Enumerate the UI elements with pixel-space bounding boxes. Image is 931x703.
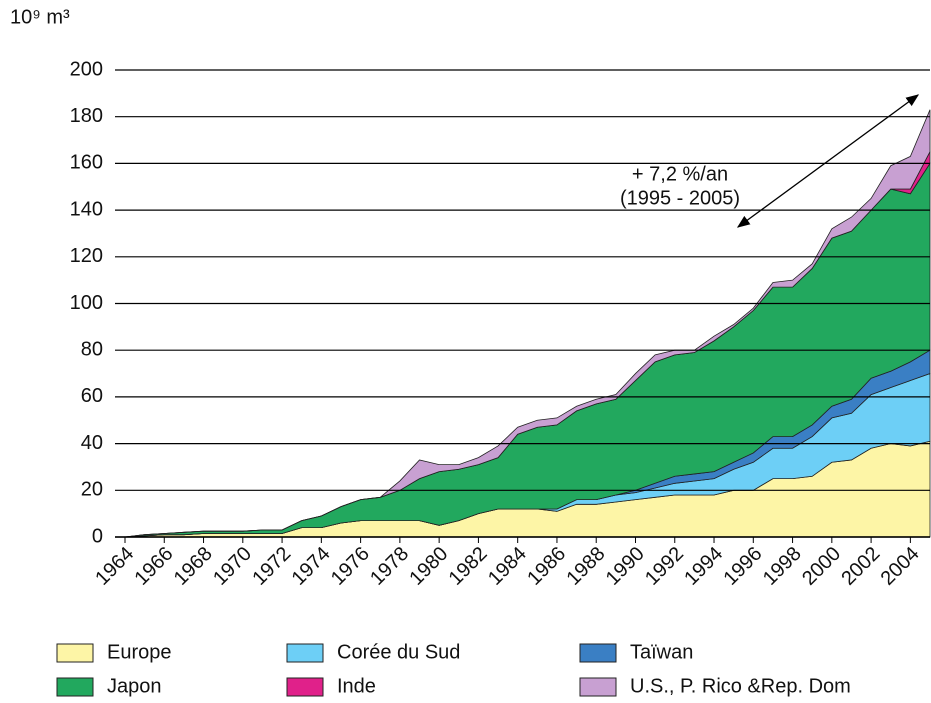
area [124, 109, 931, 538]
x-tick-label: 1994 [680, 543, 727, 590]
x-tick-label: 1966 [131, 543, 178, 590]
y-tick-label: 80 [81, 338, 103, 360]
legend-swatch [579, 677, 617, 697]
legend-label: U.S., P. Rico &Rep. Dom [630, 675, 851, 697]
y-axis-label: 10⁹ m³ [10, 6, 70, 28]
x-tick-label: 1990 [602, 543, 649, 590]
x-tick-label: 1972 [248, 543, 295, 590]
legend-label: Corée du Sud [337, 641, 460, 663]
legend-label: Inde [337, 675, 376, 697]
annotation: (1995 - 2005) [620, 187, 740, 209]
y-tick-label: 60 [81, 385, 103, 407]
y-tick-label: 40 [81, 432, 103, 454]
legend-label: Taïwan [630, 641, 693, 663]
legend-swatch [56, 677, 94, 697]
x-tick-label: 1964 [91, 543, 138, 590]
x-tick-label: 2004 [877, 543, 924, 590]
x-tick-label: 1988 [562, 543, 609, 590]
legend-label: Europe [107, 641, 172, 663]
y-tick-label: 0 [92, 525, 103, 547]
x-tick-label: 1982 [445, 543, 492, 590]
legend-swatch [286, 643, 324, 663]
x-tick-label: 1974 [288, 543, 335, 590]
y-tick-label: 120 [70, 245, 103, 267]
y-tick-label: 20 [81, 479, 103, 501]
x-tick-label: 1968 [170, 543, 217, 590]
legend-swatch [579, 643, 617, 663]
x-tick-label: 1996 [720, 543, 767, 590]
legend-swatch [286, 677, 324, 697]
x-tick-label: 1976 [327, 543, 374, 590]
annotation: + 7,2 %/an [632, 163, 728, 185]
x-tick-label: 1978 [366, 543, 413, 590]
y-tick-label: 100 [70, 292, 103, 314]
x-tick-label: 1984 [484, 543, 531, 590]
x-tick-label: 2000 [798, 543, 845, 590]
y-tick-label: 160 [70, 152, 103, 174]
y-tick-label: 200 [70, 58, 103, 80]
x-tick-label: 1992 [641, 543, 688, 590]
x-tick-label: 1980 [405, 543, 452, 590]
y-tick-label: 180 [70, 105, 103, 127]
x-tick-label: 2002 [837, 543, 884, 590]
y-tick-label: 140 [70, 198, 103, 220]
x-tick-label: 1998 [759, 543, 806, 590]
x-tick-label: 1986 [523, 543, 570, 590]
x-tick-label: 1970 [209, 543, 256, 590]
legend-label: Japon [107, 675, 162, 697]
legend-swatch [56, 643, 94, 663]
